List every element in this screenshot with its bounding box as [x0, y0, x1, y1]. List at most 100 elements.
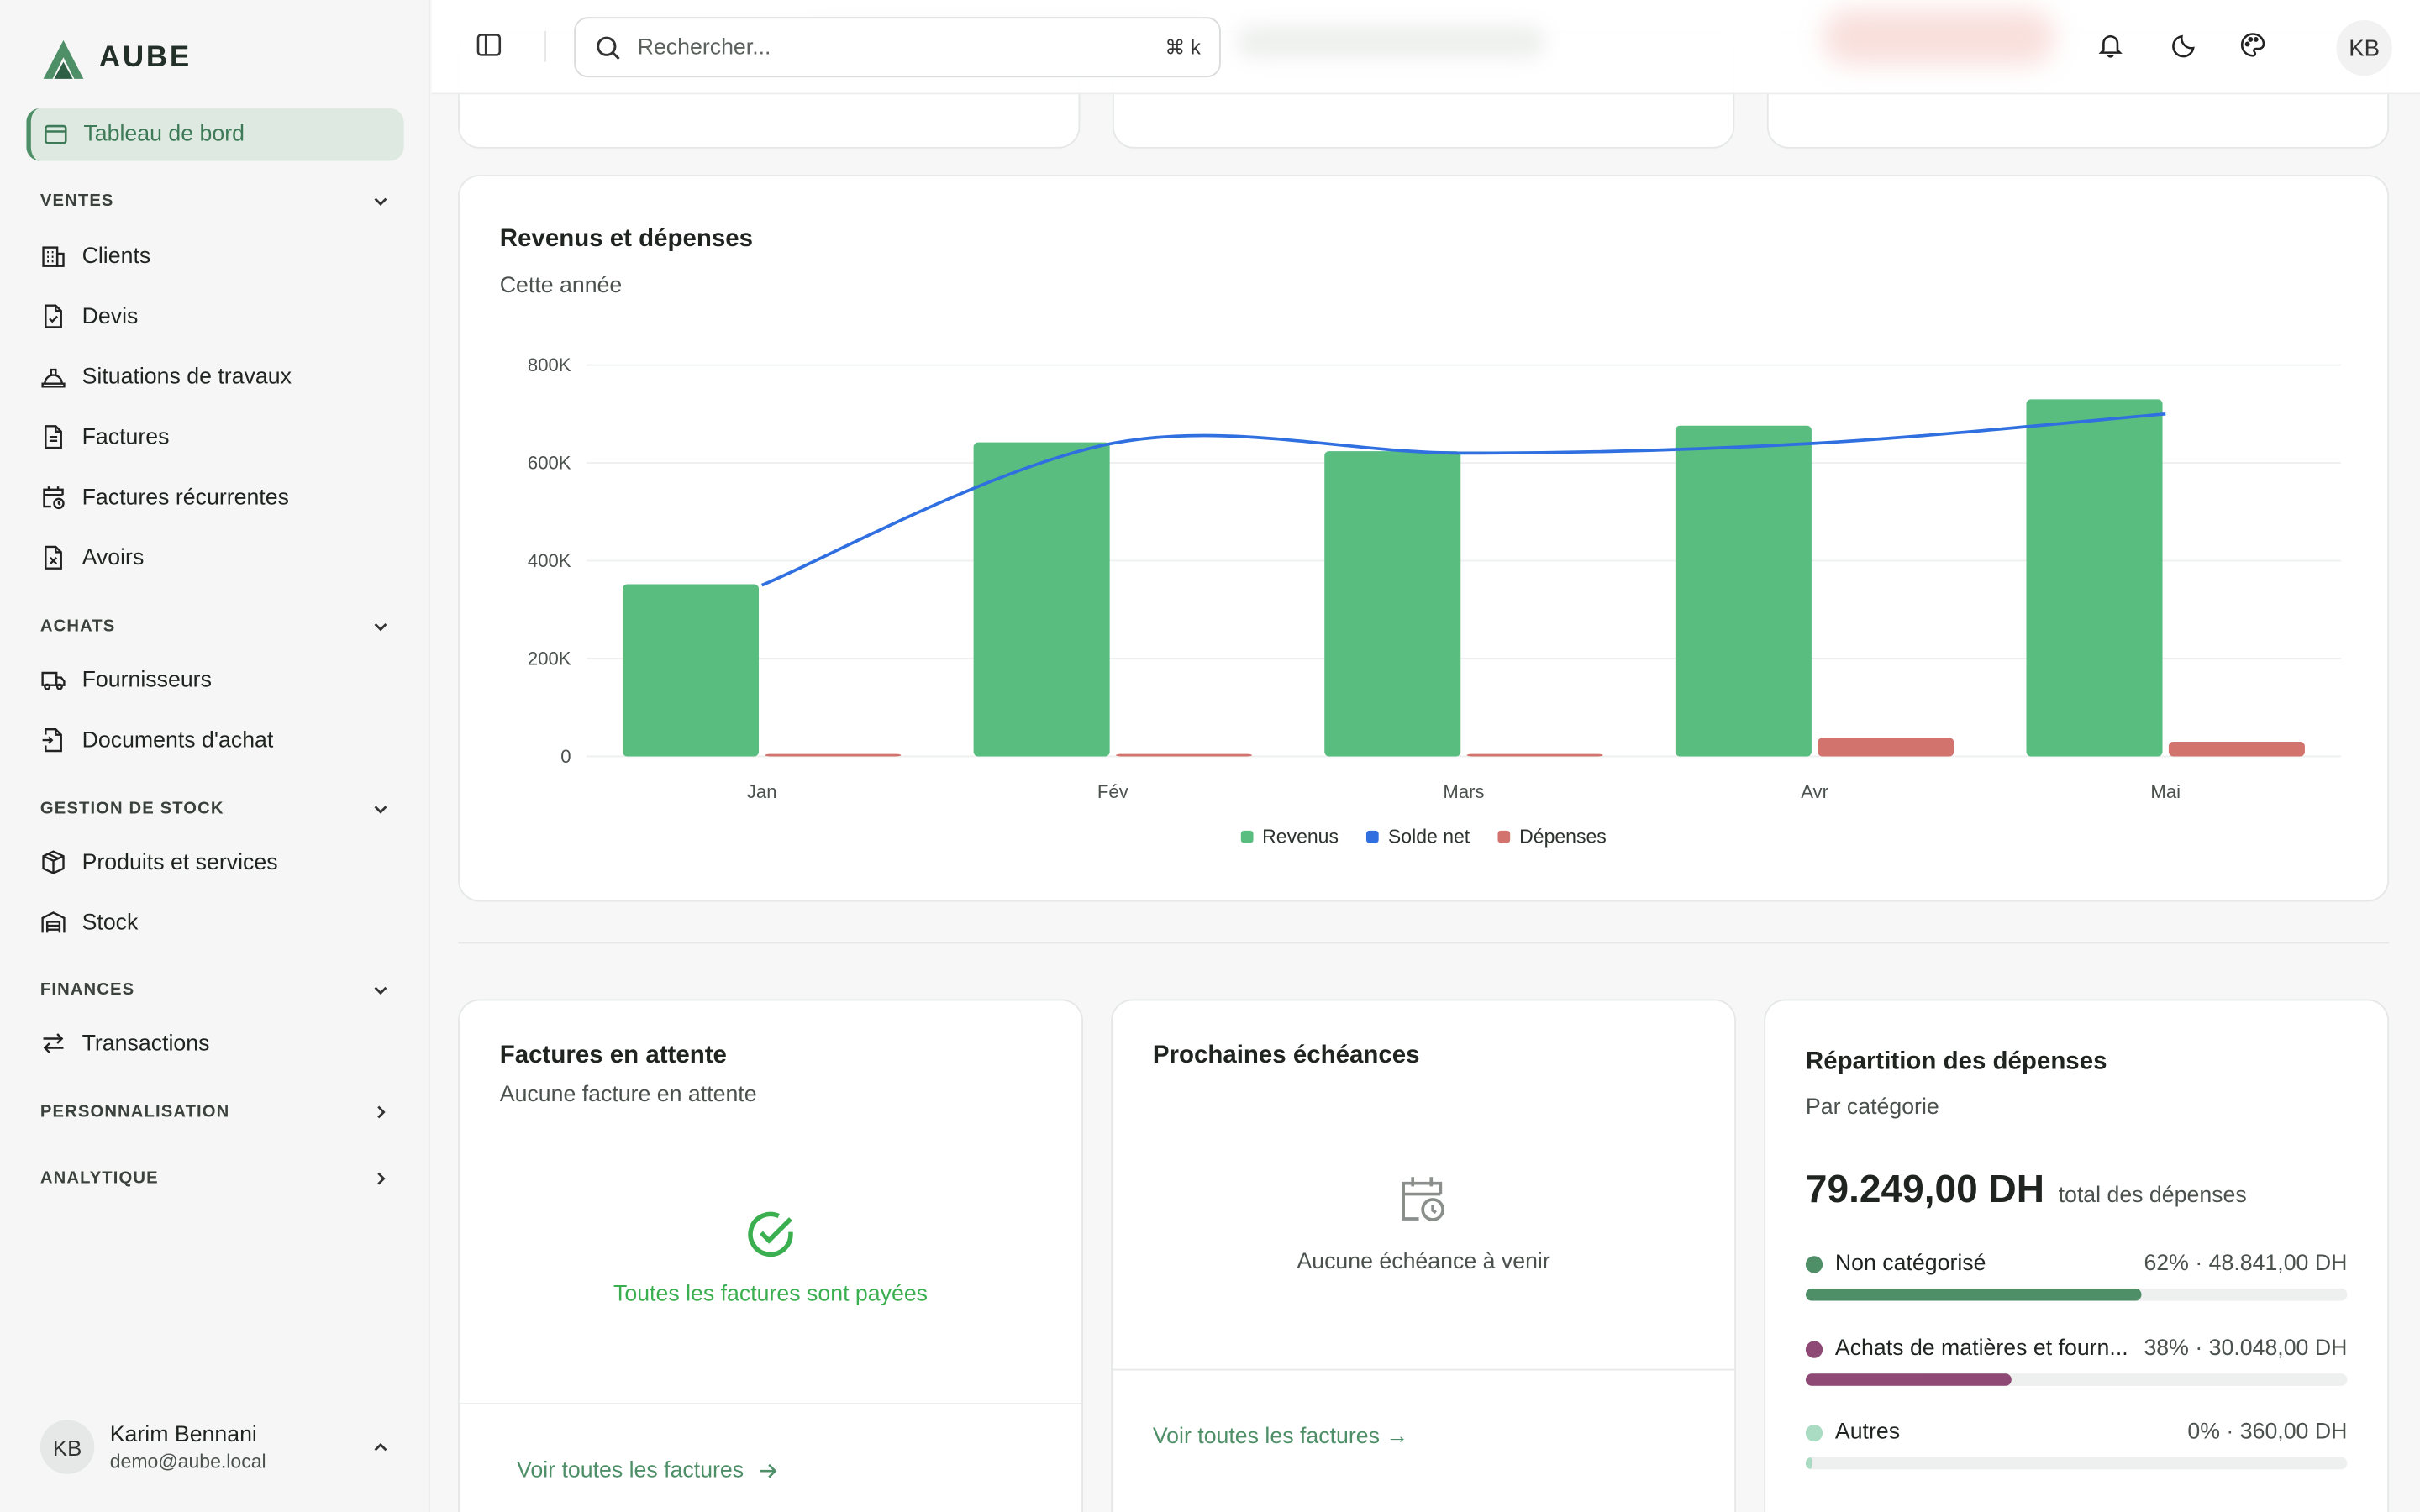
sidebar-toggle-icon[interactable] — [475, 31, 502, 59]
x-tick-label: Mai — [2150, 781, 2181, 802]
topbar: Rechercher... ⌘ k KB — [431, 0, 2420, 95]
sidebar-item-transactions[interactable]: Transactions — [40, 1030, 209, 1056]
expense-breakdown-card: Répartition des dépenses Par catégorie 7… — [1764, 999, 2390, 1512]
legend-label: Dépenses — [1519, 826, 1607, 848]
empty-state: Aucune échéance à venir — [1113, 1174, 1734, 1274]
legend-revenus[interactable]: Revenus — [1240, 826, 1339, 848]
category-dot — [1805, 1340, 1823, 1357]
category-progress — [1805, 1457, 2348, 1470]
file-check-icon — [45, 304, 62, 328]
chevron-down-icon — [374, 623, 387, 632]
check-circle-icon — [748, 1211, 793, 1257]
sidebar-item-avoirs[interactable]: Avoirs — [40, 544, 144, 570]
search-box[interactable]: Rechercher... ⌘ k — [574, 17, 1221, 78]
sidebar-item-stock[interactable]: Stock — [40, 910, 138, 936]
section-ventes[interactable]: VENTES — [40, 192, 390, 210]
section-label: VENTES — [39, 192, 114, 211]
calendar-clock-icon — [1402, 1177, 1444, 1221]
legend-swatch — [1366, 830, 1379, 843]
file-x-icon — [45, 545, 62, 570]
category-dot — [1805, 1424, 1823, 1441]
sidebar-item-factures-recurrentes[interactable]: Factures récurrentes — [40, 484, 289, 510]
sidebar-item-label: Tableau de bord — [83, 122, 245, 147]
bar-revenus — [1324, 451, 1461, 757]
search-input[interactable]: Rechercher... — [637, 34, 771, 60]
category-label: Achats de matières et fourn... — [1834, 1336, 2128, 1362]
user-menu[interactable]: KB Karim Bennani demo@aube.local — [39, 1420, 390, 1474]
category-label: Autres — [1834, 1420, 1901, 1445]
card-title: Répartition des dépenses — [1805, 1048, 2107, 1075]
sidebar-item-label: Devis — [82, 303, 139, 329]
progress-fill — [1805, 1288, 2142, 1301]
file-input-icon — [42, 728, 62, 753]
view-all-invoices-link[interactable]: Voir toutes les factures — [517, 1458, 778, 1483]
package-icon — [42, 850, 65, 874]
chevron-down-icon — [374, 197, 387, 207]
view-all-invoices-link[interactable]: Voir toutes les factures → — [1152, 1424, 1409, 1450]
category-row[interactable]: Non catégorisé 62% · 48.841,00 DH — [1805, 1251, 2348, 1301]
hard-hat-icon — [41, 368, 66, 388]
moon-icon[interactable] — [2170, 31, 2198, 59]
section-gestion-stock[interactable]: GESTION DE STOCK — [40, 800, 390, 818]
bar-revenus — [2026, 399, 2163, 757]
sidebar-item-factures[interactable]: Factures — [40, 424, 170, 450]
progress-fill — [1805, 1373, 2012, 1386]
chevron-up-icon — [374, 1441, 387, 1451]
dashboard-icon — [45, 124, 67, 144]
bar-revenus — [622, 584, 760, 757]
empty-text: Toutes les factures sont payées — [613, 1282, 929, 1307]
card-subtitle: Cette année — [499, 273, 623, 299]
sidebar-item-produits[interactable]: Produits et services — [40, 849, 278, 875]
total-amount: 79.249,00 DH — [1805, 1168, 2045, 1211]
legend-swatch — [1497, 830, 1511, 843]
legend-solde-net[interactable]: Solde net — [1366, 826, 1470, 848]
arrow-right-icon — [759, 1463, 776, 1478]
sidebar-item-clients[interactable]: Clients — [40, 243, 150, 269]
card-title: Revenus et dépenses — [499, 225, 754, 253]
sidebar-item-label: Situations de travaux — [82, 364, 292, 390]
sidebar: AUBE Tableau de bord VENTES Clients Devi… — [0, 0, 430, 1512]
avatar: KB — [39, 1420, 95, 1474]
sidebar-item-situations[interactable]: Situations de travaux — [40, 364, 292, 390]
card-title: Prochaines échéances — [1152, 1042, 1420, 1069]
bell-icon[interactable] — [2096, 31, 2124, 59]
search-icon — [597, 35, 620, 60]
x-tick-label: Jan — [747, 781, 777, 802]
section-label: ANALYTIQUE — [39, 1169, 159, 1189]
section-finances[interactable]: FINANCES — [40, 980, 390, 1000]
upcoming-deadlines-card: Prochaines échéances Aucune échéance à v… — [1111, 999, 1737, 1512]
sidebar-item-label: Documents d'achat — [82, 727, 274, 753]
sidebar-item-documents-achat[interactable]: Documents d'achat — [40, 727, 273, 753]
revenue-chart: 0 200K 400K 600K 800K Jan Fév Mars Avr Mai — [528, 354, 2342, 802]
app-logo[interactable]: AUBE — [40, 37, 192, 81]
topbar-divider — [544, 30, 547, 62]
bar-depenses — [1818, 738, 1954, 757]
sidebar-item-devis[interactable]: Devis — [40, 303, 138, 329]
category-row[interactable]: Achats de matières et fourn... 38% · 30.… — [1805, 1336, 2348, 1386]
sidebar-item-label: Factures — [82, 424, 170, 449]
link-label: Voir toutes les factures — [517, 1458, 744, 1483]
section-divider — [458, 942, 2390, 944]
section-personnalisation[interactable]: PERSONNALISATION — [40, 1103, 390, 1121]
palette-icon[interactable] — [2239, 31, 2267, 59]
section-analytique[interactable]: ANALYTIQUE — [40, 1169, 390, 1188]
chart-legend: Revenus Solde net Dépenses — [460, 826, 2387, 848]
section-label: PERSONNALISATION — [39, 1102, 230, 1122]
sidebar-item-dashboard[interactable]: Tableau de bord — [26, 108, 404, 161]
search-shortcut: ⌘ k — [1165, 34, 1201, 59]
sidebar-item-fournisseurs[interactable]: Fournisseurs — [40, 667, 212, 693]
section-achats[interactable]: ACHATS — [40, 617, 390, 636]
total-expenses: 79.249,00 DH total des dépenses — [1806, 1168, 2247, 1212]
section-label: ACHATS — [39, 617, 116, 636]
avatar[interactable]: KB — [2336, 19, 2392, 76]
legend-depenses[interactable]: Dépenses — [1497, 826, 1607, 848]
y-tick-label: 0 — [560, 746, 571, 767]
bar-depenses — [1116, 753, 1253, 757]
bar-depenses — [1466, 753, 1603, 757]
category-row[interactable]: Autres 0% · 360,00 DH — [1805, 1420, 2348, 1470]
calendar-clock-icon — [43, 486, 65, 510]
bar-depenses — [765, 753, 902, 757]
card-title: Factures en attente — [499, 1042, 727, 1069]
category-label: Non catégorisé — [1834, 1251, 1986, 1277]
y-tick-label: 200K — [528, 648, 571, 669]
